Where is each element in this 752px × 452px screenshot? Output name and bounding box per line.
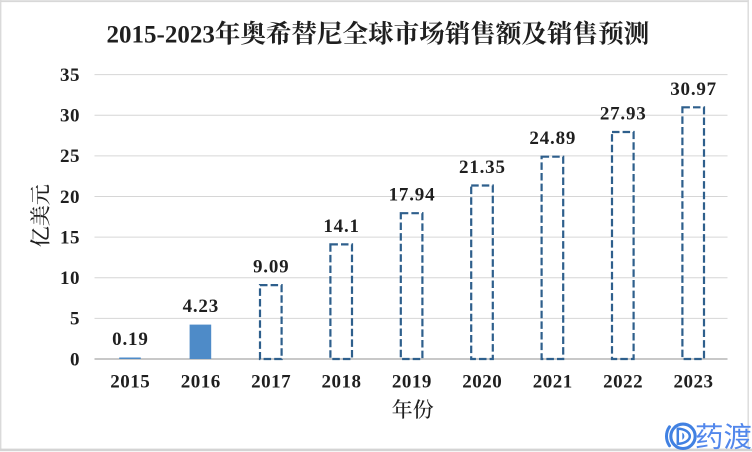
svg-text:2017: 2017 [251,372,291,393]
svg-text:2023: 2023 [674,372,714,393]
svg-text:2022: 2022 [603,372,643,393]
svg-text:5: 5 [70,309,80,330]
svg-text:2018: 2018 [322,372,362,393]
svg-text:4.23: 4.23 [183,296,219,317]
svg-text:10: 10 [60,268,80,289]
svg-text:2015: 2015 [110,372,150,393]
svg-text:15: 15 [60,227,80,248]
svg-text:24.89: 24.89 [529,128,576,149]
svg-text:2019: 2019 [392,372,432,393]
svg-text:2016: 2016 [181,372,221,393]
svg-text:2020: 2020 [462,372,502,393]
svg-text:27.93: 27.93 [600,104,647,125]
svg-text:2021: 2021 [533,372,573,393]
svg-text:30: 30 [60,106,80,127]
svg-text:9.09: 9.09 [253,257,289,278]
svg-text:30.97: 30.97 [670,79,717,100]
svg-text:25: 25 [60,146,80,167]
svg-text:14.1: 14.1 [323,216,359,237]
svg-text:17.94: 17.94 [389,185,436,206]
svg-text:0: 0 [70,349,80,370]
svg-text:21.35: 21.35 [459,157,506,178]
svg-text:2015-2023: 2015-2023 [107,22,215,49]
svg-text:0.19: 0.19 [112,329,148,350]
svg-text:20: 20 [60,187,80,208]
svg-text:35: 35 [60,65,80,86]
